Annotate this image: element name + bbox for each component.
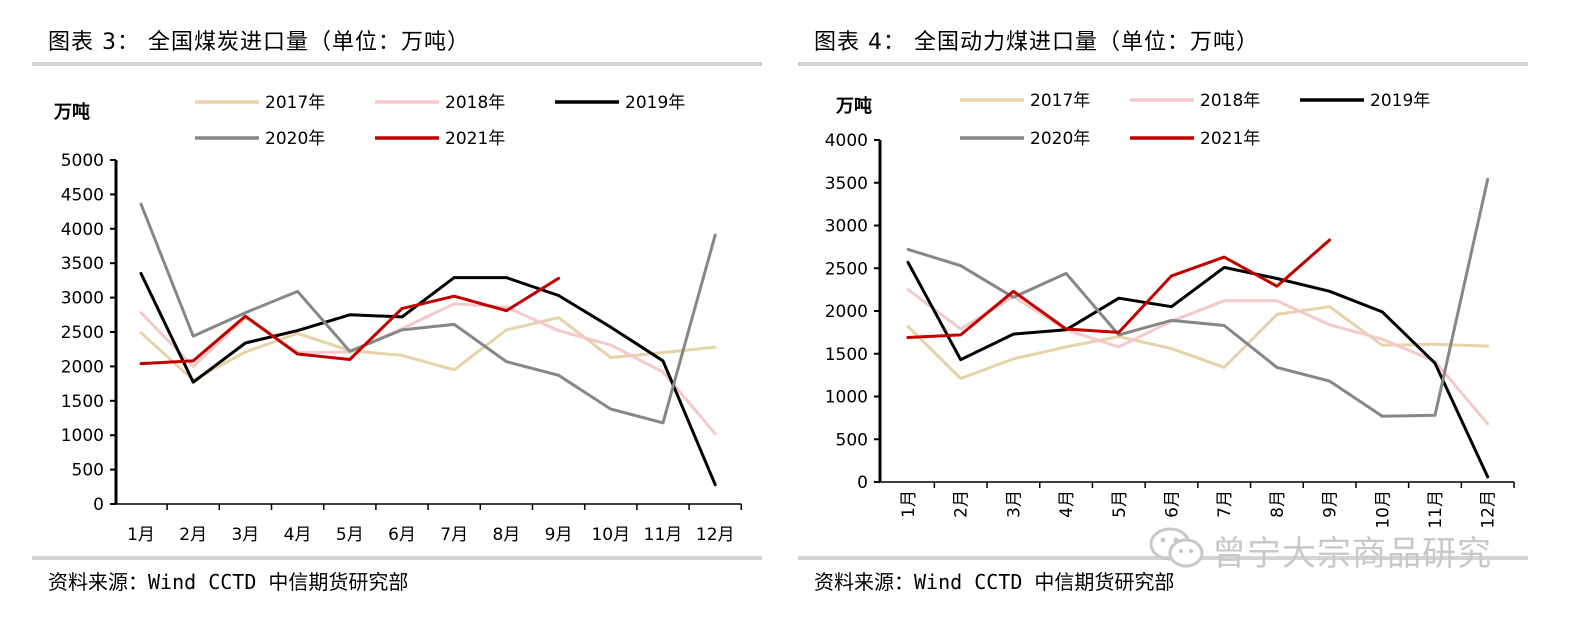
x-tick-label: 2月 [179,525,207,545]
x-tick-label: 11月 [644,525,683,545]
series-line-2021 [139,276,561,366]
legend-label: 2019年 [1370,91,1430,111]
legend-label: 2018年 [1200,91,1260,111]
series-line-2019 [139,272,717,487]
top-divider [798,62,1528,66]
wechat-icon [1149,527,1204,568]
y-tick-label: 0 [857,473,868,493]
series-line-2018 [906,288,1490,426]
y-tick-label: 2500 [825,259,868,279]
y-tick-label: 3500 [61,254,104,274]
y-unit-label: 万吨 [835,95,872,117]
series-line-2019 [906,260,1490,479]
line-chart-coal-imports: 万吨 0 500 1000 1500 2000 2500 3000 3500 4000 4500 50… [53,93,743,545]
y-tick-label: 1500 [825,345,868,365]
y-tick-label: 3000 [61,289,104,309]
y-tick-label: 2500 [61,323,104,343]
y-tick-label: 1500 [61,392,104,412]
x-tick-label: 7月 [1215,490,1235,518]
legend-label: 2019年 [625,93,685,113]
x-tick-label: 12月 [1479,490,1499,529]
y-tick-label: 1000 [825,388,868,408]
chart-panel-coal-imports: 图表 3： 全国煤炭进口量（单位：万吨） 万吨 0 500 1000 1500 2000 2… [32,0,772,624]
source-note: 资料来源：Wind CCTD 中信期货研究部 [814,570,1175,594]
y-tick-label: 500 [836,430,868,450]
figure-title: 图表 4： 全国动力煤进口量（单位：万吨） [814,30,1259,55]
y-tick-label: 3500 [825,174,868,194]
x-tick-label: 8月 [492,525,520,545]
y-tick-label: 3000 [825,217,868,237]
chart-panel-thermal-coal-imports: 图表 4： 全国动力煤进口量（单位：万吨） 万吨 0 500 1000 1500 2000… [798,0,1538,624]
source-note: 资料来源：Wind CCTD 中信期货研究部 [48,570,409,594]
x-tick-label: 4月 [284,525,312,545]
y-tick-label: 2000 [61,357,104,377]
x-tick-label: 8月 [1268,490,1288,518]
x-tick-label: 10月 [1373,490,1393,529]
x-tick-label: 7月 [440,525,468,545]
x-tick-label: 5月 [336,525,364,545]
y-tick-label: 0 [93,495,104,515]
y-tick-label: 2000 [825,302,868,322]
x-tick-label: 1月 [899,490,919,518]
series-line-2018 [139,302,717,436]
series-line-2020 [139,202,717,425]
x-tick-label: 6月 [388,525,416,545]
legend-label: 2017年 [1030,91,1090,111]
x-tick-label: 2月 [952,490,972,518]
line-chart-thermal-coal-imports: 万吨 0 500 1000 1500 2000 2500 3000 3500 4000 1月 2月 3月… [825,91,1515,529]
legend-label: 2020年 [265,129,325,149]
x-tick-label: 1月 [127,525,155,545]
y-tick-label: 4000 [825,131,868,151]
watermark-text: 曾宁大宗商品研究 [1212,534,1492,574]
legend-label: 2020年 [1030,129,1090,149]
y-tick-label: 500 [72,461,104,481]
bottom-divider [32,556,762,560]
series-line-2017 [906,305,1490,380]
x-tick-label: 9月 [1321,490,1341,518]
series-line-2020 [906,177,1490,418]
legend-label: 2021年 [445,129,505,149]
x-tick-label: 9月 [545,525,573,545]
y-tick-label: 1000 [61,426,104,446]
watermark: 曾宁大宗商品研究 [1148,524,1528,574]
y-tick-label: 5000 [61,151,104,171]
legend-label: 2017年 [265,93,325,113]
legend-label: 2021年 [1200,129,1260,149]
x-tick-label: 6月 [1163,490,1183,518]
x-tick-label: 3月 [1004,490,1024,518]
top-divider [32,62,762,66]
figure-title: 图表 3： 全国煤炭进口量（单位：万吨） [48,30,470,55]
series-line-2021 [906,238,1332,339]
y-tick-label: 4500 [61,185,104,205]
x-tick-label: 4月 [1057,490,1077,518]
x-tick-label: 11月 [1426,490,1446,529]
legend-label: 2018年 [445,93,505,113]
x-tick-label: 10月 [591,525,630,545]
y-unit-label: 万吨 [53,101,90,123]
y-tick-label: 4000 [61,220,104,240]
x-tick-label: 3月 [231,525,259,545]
x-tick-label: 12月 [696,525,735,545]
x-tick-label: 5月 [1110,490,1130,518]
series-line-2017 [139,316,717,382]
